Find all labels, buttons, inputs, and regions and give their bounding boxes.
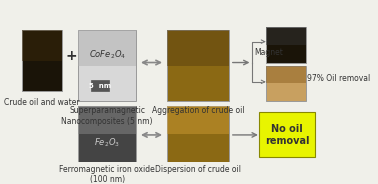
FancyBboxPatch shape (167, 106, 229, 134)
Text: No oil
removal: No oil removal (265, 124, 309, 146)
FancyBboxPatch shape (266, 27, 306, 45)
FancyBboxPatch shape (167, 106, 229, 162)
Text: +: + (65, 49, 77, 63)
Text: Crude oil and water: Crude oil and water (5, 98, 80, 107)
FancyBboxPatch shape (266, 66, 306, 101)
FancyBboxPatch shape (259, 112, 314, 158)
Text: (100 nm): (100 nm) (90, 175, 125, 184)
FancyBboxPatch shape (266, 66, 306, 83)
Text: Aggregation of crude oil: Aggregation of crude oil (152, 106, 244, 115)
Text: Fe$_2$O$_3$: Fe$_2$O$_3$ (94, 137, 120, 149)
Text: 5  nm: 5 nm (89, 83, 112, 89)
FancyBboxPatch shape (167, 30, 229, 101)
Text: Ferromagnetic iron oxide: Ferromagnetic iron oxide (59, 165, 155, 174)
FancyBboxPatch shape (91, 80, 110, 91)
Text: Nanocomposites (5 nm): Nanocomposites (5 nm) (61, 117, 153, 126)
Text: 97% Oil removal: 97% Oil removal (307, 74, 370, 83)
FancyBboxPatch shape (77, 106, 136, 134)
FancyBboxPatch shape (22, 30, 62, 91)
FancyBboxPatch shape (77, 30, 136, 66)
FancyBboxPatch shape (22, 30, 62, 61)
Text: Dispersion of crude oil: Dispersion of crude oil (155, 165, 241, 174)
Text: CoFe$_2$O$_4$: CoFe$_2$O$_4$ (88, 48, 126, 61)
FancyBboxPatch shape (167, 30, 229, 66)
Text: Magnet: Magnet (254, 48, 283, 56)
Text: Superparamagnetic: Superparamagnetic (69, 106, 145, 115)
FancyBboxPatch shape (266, 27, 306, 63)
FancyBboxPatch shape (77, 106, 136, 162)
FancyBboxPatch shape (77, 30, 136, 101)
